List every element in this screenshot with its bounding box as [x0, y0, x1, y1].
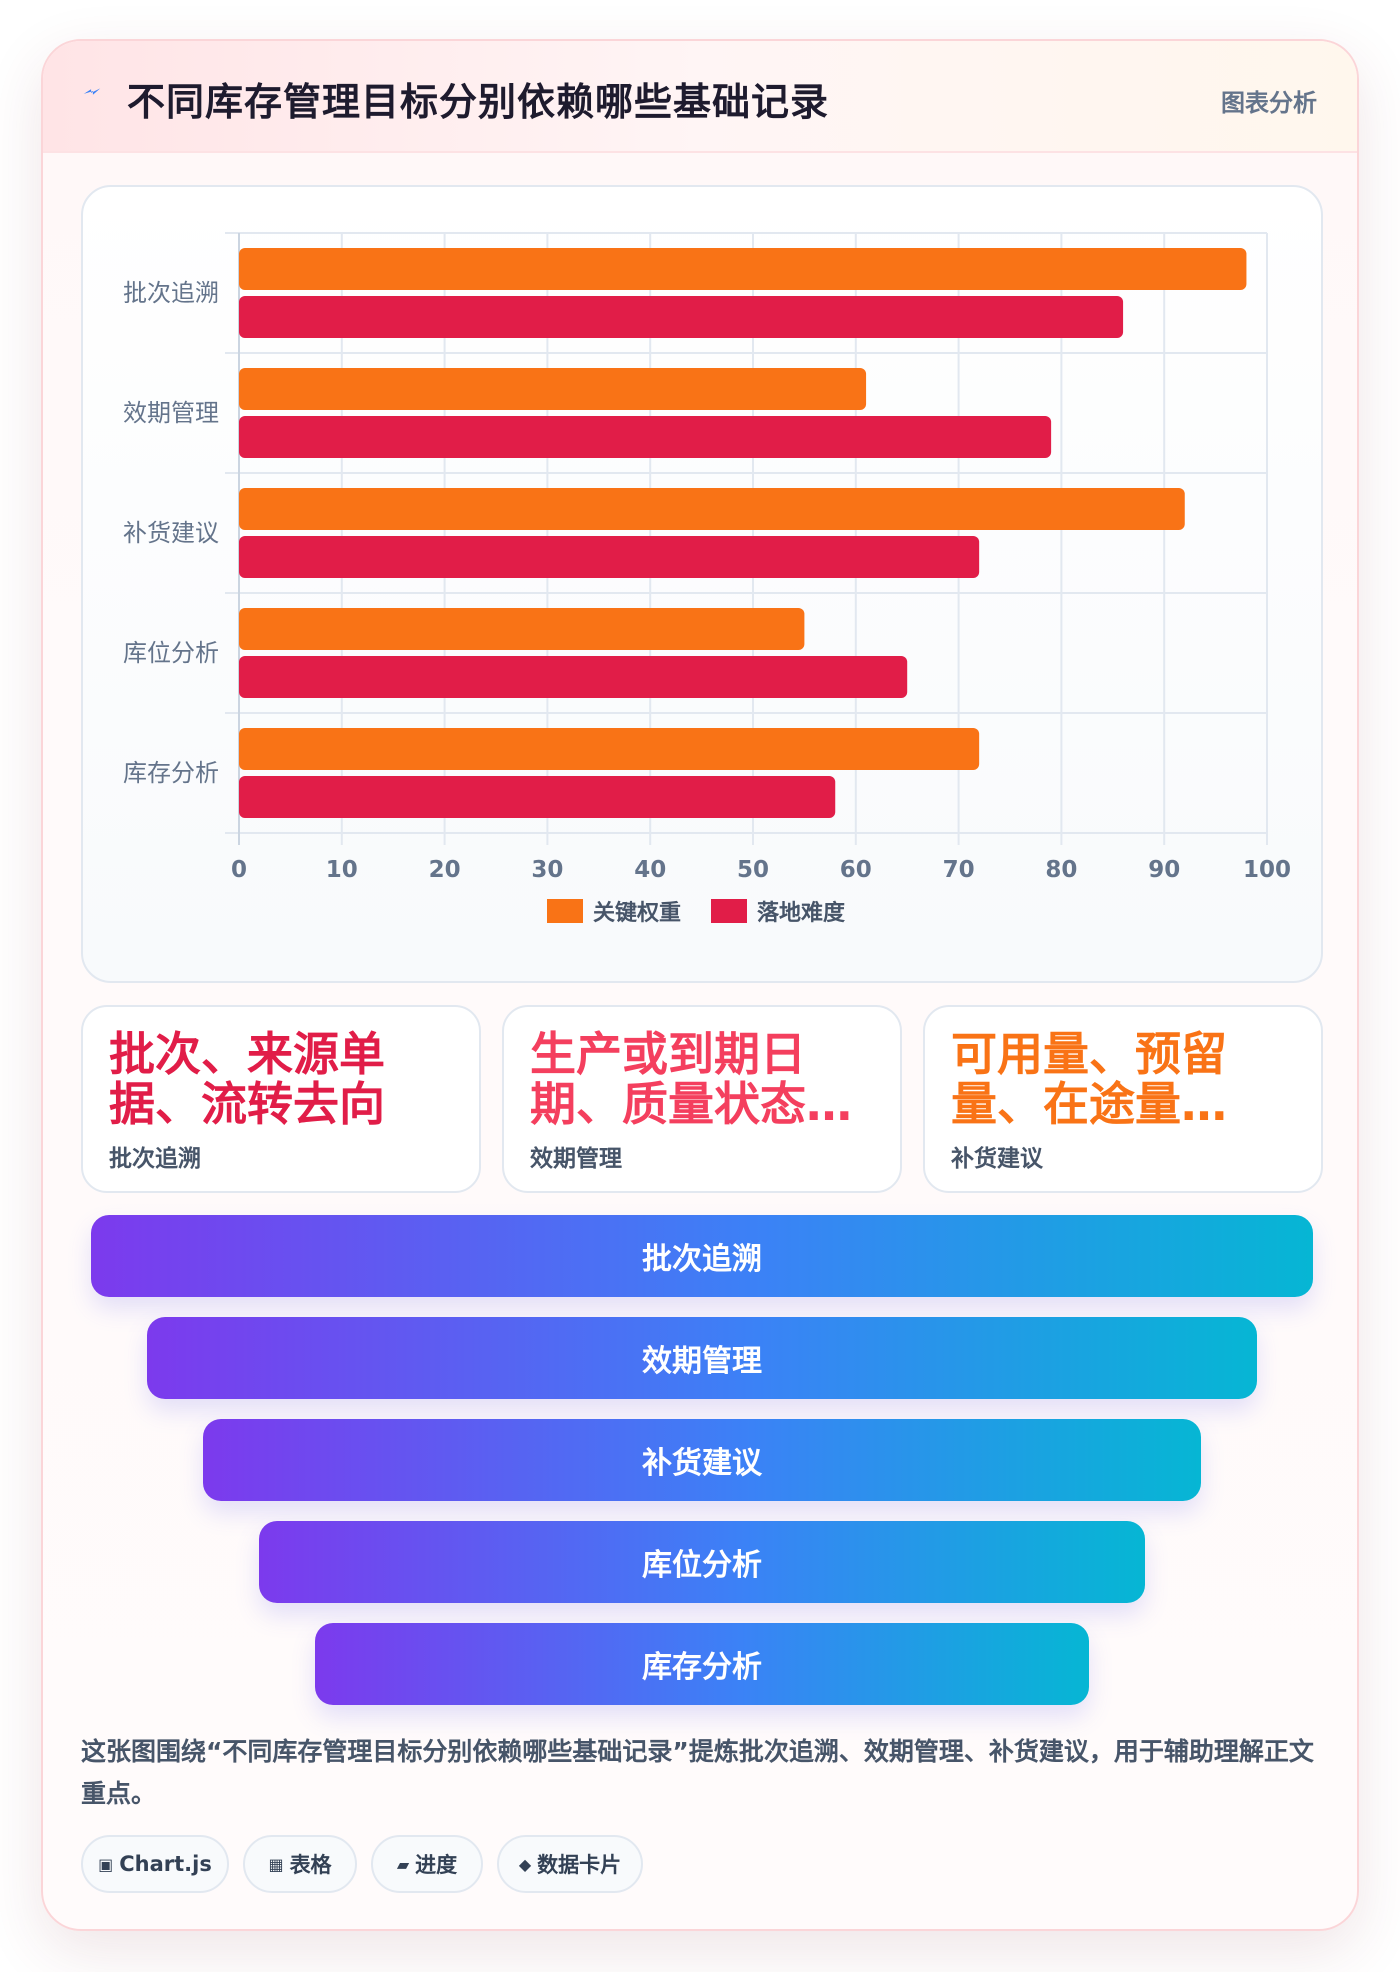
chart-icon: ▣ — [98, 1854, 114, 1874]
bar-weight — [239, 728, 980, 770]
x-tick-label: 70 — [943, 857, 975, 883]
x-tick-label: 30 — [531, 857, 563, 883]
stat-label: 效期管理 — [530, 1146, 622, 1172]
bar-weight — [239, 488, 1185, 530]
bar-weight — [239, 248, 1247, 290]
funnel-step: 效期管理 — [147, 1317, 1257, 1399]
category-label: 库存分析 — [123, 759, 219, 787]
table-icon: ▦ — [268, 1854, 284, 1874]
x-tick-label: 10 — [326, 857, 358, 883]
legend-label: 关键权重 — [593, 900, 681, 926]
x-tick-label: 90 — [1148, 857, 1180, 883]
chip-label: Chart.js — [119, 1852, 212, 1876]
x-tick-label: 20 — [429, 857, 461, 883]
chip-label: 数据卡片 — [537, 1853, 622, 1877]
description: 这张图围绕“不同库存管理目标分别依赖哪些基础记录”提炼批次追溯、效期管理、补货建… — [81, 1737, 1314, 1808]
x-tick-label: 60 — [840, 857, 872, 883]
funnel-step: 库存分析 — [315, 1623, 1089, 1705]
chip-label: 表格 — [289, 1853, 332, 1877]
legend-swatch — [711, 899, 747, 923]
stat-value: 可用量、预留量、在途量… — [951, 1029, 1227, 1129]
stat-label: 批次追溯 — [109, 1146, 201, 1172]
bar-difficulty — [239, 776, 836, 818]
x-tick-label: 100 — [1243, 857, 1291, 883]
chip-progress: ▰ 进度 — [371, 1835, 483, 1893]
bar-weight — [239, 608, 805, 650]
chart-analysis-tag: 图表分析 — [1221, 89, 1317, 117]
category-label: 批次追溯 — [123, 279, 219, 307]
bar-difficulty — [239, 416, 1052, 458]
x-tick-label: 50 — [737, 857, 769, 883]
report-card: 不同库存管理目标分别依赖哪些基础记录 图表分析 0 10 20 30 40 50 60 70 8… — [41, 39, 1359, 1931]
category-label: 补货建议 — [123, 519, 219, 547]
chip-table: ▦ 表格 — [243, 1835, 357, 1893]
page-title: 不同库存管理目标分别依赖哪些基础记录 — [127, 80, 830, 124]
card-header: 不同库存管理目标分别依赖哪些基础记录 图表分析 — [43, 41, 1357, 153]
stat-label: 补货建议 — [951, 1146, 1043, 1172]
stat-card-replenish: 可用量、预留量、在途量… 补货建议 — [923, 1005, 1323, 1193]
lightning-icon — [83, 88, 101, 95]
category-label: 效期管理 — [123, 399, 219, 427]
chip-label: 进度 — [415, 1853, 458, 1877]
stat-value: 批次、来源单据、流转去向 — [109, 1029, 385, 1129]
x-tick-label: 40 — [634, 857, 666, 883]
funnel: 批次追溯 效期管理 补货建议 库位分析 库存分析 — [43, 1215, 1357, 1705]
bar-chart: 0 10 20 30 40 50 60 70 80 90 100 批次追溯效期管理补货建议库位分析库存… — [123, 232, 1291, 926]
category-label: 库位分析 — [123, 639, 219, 667]
bar-difficulty — [239, 656, 908, 698]
x-tick-label: 0 — [231, 857, 247, 883]
bar-difficulty — [239, 296, 1124, 338]
stat-card-expiry: 生产或到期日期、质量状态… 效期管理 — [502, 1005, 902, 1193]
bar-difficulty — [239, 536, 980, 578]
funnel-step: 库位分析 — [259, 1521, 1145, 1603]
legend-swatch — [547, 899, 583, 923]
chip-data-card: ◆ 数据卡片 — [497, 1835, 643, 1893]
progress-icon: ▰ — [396, 1854, 410, 1874]
stat-value: 生产或到期日期、质量状态… — [530, 1029, 852, 1129]
funnel-step: 补货建议 — [203, 1419, 1201, 1501]
bar-weight — [239, 368, 867, 410]
stat-card-batch: 批次、来源单据、流转去向 批次追溯 — [81, 1005, 481, 1193]
legend-label: 落地难度 — [757, 900, 846, 926]
stat-cards: 批次、来源单据、流转去向 批次追溯 生产或到期日期、质量状态… 效期管理 可用量… — [81, 1005, 1323, 1193]
x-tick-label: 80 — [1045, 857, 1077, 883]
chip-chartjs: ▣ Chart.js — [81, 1835, 229, 1893]
diamond-icon: ◆ — [518, 1854, 532, 1874]
funnel-step: 批次追溯 — [91, 1215, 1313, 1297]
chart-panel: 0 10 20 30 40 50 60 70 80 90 100 批次追溯效期管理补货建议库位分析库存… — [81, 185, 1323, 983]
